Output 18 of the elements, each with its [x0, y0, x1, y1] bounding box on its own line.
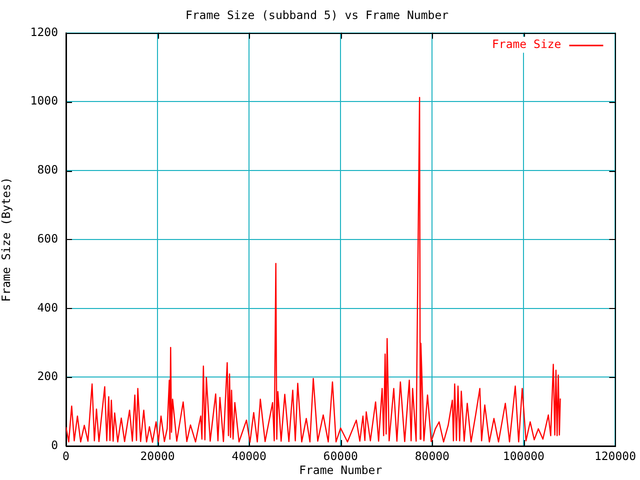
x-tick-label: 120000 — [594, 448, 636, 463]
y-axis-title: Frame Size (Bytes) — [0, 177, 13, 302]
x-tick-label: 0 — [62, 448, 70, 463]
y-tick-label: 400 — [37, 300, 58, 314]
y-tick-label: 600 — [37, 231, 58, 246]
y-tick-label: 200 — [37, 369, 58, 384]
x-tick-label: 60000 — [323, 448, 358, 463]
x-tick-label: 40000 — [232, 448, 266, 463]
y-tick-label: 1200 — [30, 24, 58, 39]
y-tick-label: 1000 — [30, 94, 58, 108]
x-tick-label: 80000 — [414, 448, 450, 463]
chart-title: Frame Size (subband 5) vs Frame Number — [185, 8, 449, 22]
x-tick-label: 100000 — [502, 448, 545, 463]
y-tick-label: 0 — [51, 438, 58, 452]
x-tick-label: 20000 — [140, 448, 175, 463]
legend-label: Frame Size — [492, 36, 562, 51]
y-tick-label: 800 — [37, 162, 58, 177]
x-axis-title: Frame Number — [299, 463, 382, 478]
